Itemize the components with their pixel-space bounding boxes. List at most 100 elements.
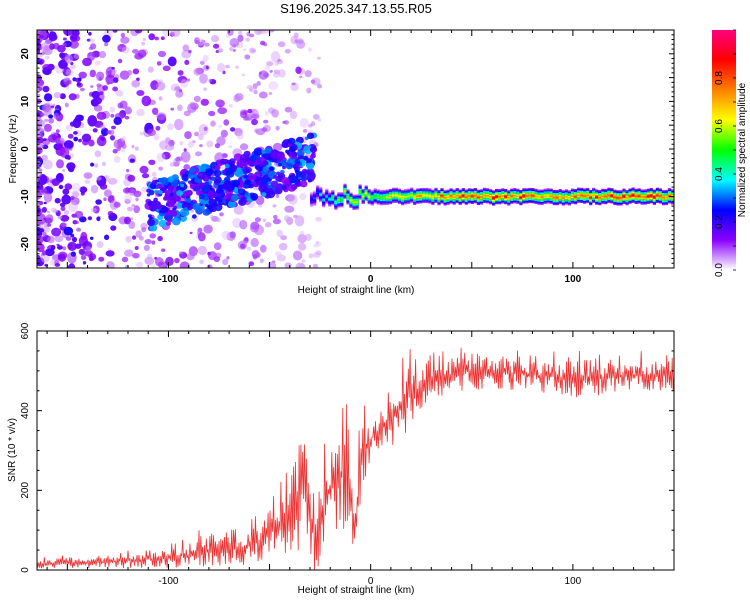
noise-blob xyxy=(313,244,318,248)
noise-blob xyxy=(128,221,136,229)
noise-blob xyxy=(151,240,156,245)
noise-blob xyxy=(43,123,52,132)
signal-blob xyxy=(148,189,155,196)
signal-blob xyxy=(276,171,281,175)
noise-blob xyxy=(109,195,115,200)
noise-blob xyxy=(55,143,63,150)
noise-blob xyxy=(92,128,98,133)
noise-blob xyxy=(69,33,78,42)
band-cell xyxy=(643,196,647,198)
signal-blob xyxy=(147,214,152,218)
noise-blob xyxy=(143,244,150,251)
noise-blob xyxy=(288,194,298,205)
signal-blob xyxy=(226,187,233,192)
signal-blob xyxy=(285,149,290,154)
noise-blob xyxy=(158,166,164,171)
noise-blob xyxy=(263,119,269,124)
band-cell xyxy=(410,194,414,197)
noise-blob xyxy=(120,136,127,142)
noise-blob xyxy=(290,35,300,45)
noise-blob xyxy=(246,246,252,251)
signal-blob xyxy=(299,180,308,188)
noise-blob xyxy=(266,61,274,66)
signal-blob xyxy=(225,169,235,178)
noise-blob xyxy=(90,162,95,167)
noise-blob xyxy=(225,64,230,69)
noise-blob xyxy=(206,140,214,148)
noise-blob xyxy=(254,128,259,134)
noise-blob xyxy=(199,259,205,265)
noise-blob xyxy=(78,138,82,143)
signal-blob xyxy=(149,203,158,212)
noise-blob xyxy=(99,183,108,190)
snr-x-axis-label: Height of straight line (km) xyxy=(298,585,415,596)
noise-blob xyxy=(85,246,92,252)
noise-blob xyxy=(37,183,44,191)
noise-blob xyxy=(204,42,210,47)
signal-blob xyxy=(180,183,185,188)
noise-blob xyxy=(89,38,95,43)
band-cell xyxy=(601,195,605,198)
signal-blob xyxy=(176,190,184,197)
signal-blob xyxy=(274,186,283,195)
y-tick-label: 20 xyxy=(20,48,31,60)
band-cell xyxy=(340,199,344,201)
band-cell xyxy=(349,199,353,202)
signal-blob xyxy=(223,180,233,189)
noise-blob xyxy=(155,81,166,91)
signal-blob xyxy=(290,151,298,158)
noise-blob xyxy=(232,49,236,52)
noise-blob xyxy=(239,219,248,230)
noise-blob xyxy=(47,223,52,227)
noise-blob xyxy=(126,168,130,173)
band-cell xyxy=(555,196,559,199)
x-tick-label: 0 xyxy=(368,274,374,285)
noise-blob xyxy=(65,85,70,90)
noise-blob xyxy=(100,124,106,130)
noise-blob xyxy=(304,233,312,241)
signal-blob xyxy=(245,168,251,173)
noise-blob xyxy=(65,124,73,132)
band-cell xyxy=(543,195,547,198)
noise-blob xyxy=(103,189,112,197)
noise-blob xyxy=(208,110,216,117)
noise-blob xyxy=(49,43,55,50)
band-cell xyxy=(352,201,356,204)
noise-blob xyxy=(222,70,226,75)
band-cell xyxy=(607,194,611,197)
noise-blob xyxy=(226,256,230,260)
noise-blob xyxy=(179,251,184,255)
signal-blob xyxy=(215,207,221,211)
noise-blob xyxy=(141,41,146,46)
noise-blob xyxy=(152,107,159,116)
noise-blob xyxy=(284,48,291,54)
noise-blob xyxy=(272,204,277,208)
signal-blob xyxy=(288,142,292,147)
noise-blob xyxy=(258,70,269,80)
noise-blob xyxy=(90,43,97,50)
signal-blob xyxy=(295,163,299,167)
band-cell xyxy=(476,196,480,199)
noise-blob xyxy=(53,92,62,99)
signal-blob xyxy=(267,181,272,185)
noise-blob xyxy=(46,68,50,72)
noise-blob xyxy=(272,218,281,225)
noise-blob xyxy=(43,93,53,102)
noise-blob xyxy=(147,66,154,73)
signal-blob xyxy=(295,171,303,178)
signal-blob xyxy=(211,176,216,181)
band-cell xyxy=(613,196,617,199)
signal-blob xyxy=(185,197,192,204)
noise-blob xyxy=(275,194,280,199)
noise-blob xyxy=(78,248,86,255)
noise-blob xyxy=(58,184,64,190)
x-tick-label: 100 xyxy=(565,576,582,587)
noise-blob xyxy=(156,152,166,162)
y-tick-label: 400 xyxy=(20,402,31,419)
noise-blob xyxy=(72,117,82,129)
noise-blob xyxy=(217,48,224,53)
noise-blob xyxy=(151,263,156,268)
noise-blob xyxy=(306,87,312,94)
band-cell xyxy=(404,196,408,198)
